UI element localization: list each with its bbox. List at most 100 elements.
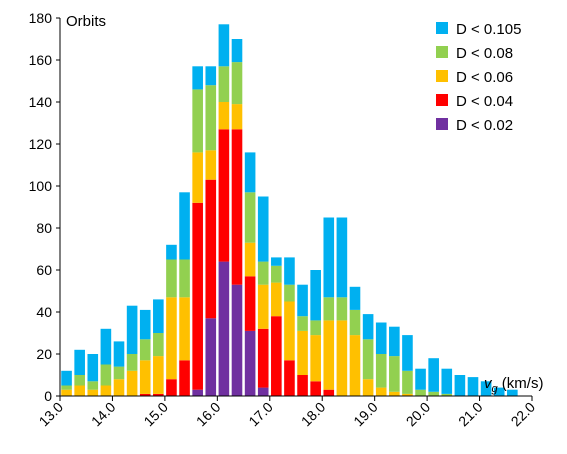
bar-segment-4	[205, 85, 217, 151]
bar-segment-4	[100, 364, 112, 386]
bar-segment-5	[284, 257, 295, 285]
bar-segment-4	[402, 370, 413, 394]
bar-segment-4	[231, 62, 243, 105]
bar-segment-4	[415, 389, 426, 396]
legend-swatch	[436, 118, 448, 130]
bar-segment-2	[179, 360, 190, 396]
bar-segment-3	[310, 335, 321, 382]
bar-segment-4	[218, 66, 230, 102]
bar-segment-4	[389, 356, 400, 392]
bar-segment-3	[205, 150, 217, 180]
x-axis-title: vg (km/s)	[484, 375, 543, 395]
bar-segment-4	[336, 297, 348, 321]
bar-segment-5	[100, 328, 112, 365]
legend-label: D < 0.06	[456, 69, 513, 86]
bar-segment-5	[467, 377, 479, 396]
bar-segment-3	[271, 282, 282, 317]
bar-segment-3	[284, 301, 295, 361]
bar-segment-2	[297, 375, 308, 396]
bar-segment-4	[192, 89, 203, 153]
bar-segment-5	[428, 358, 439, 392]
bar-segment-2	[284, 360, 295, 396]
x-tick-label: 18.0	[298, 399, 329, 430]
y-tick-label: 40	[36, 304, 52, 320]
bar-segment-4	[375, 354, 387, 388]
legend: D < 0.105 D < 0.08 D < 0.06 D < 0.04 D < 0.0…	[436, 21, 521, 134]
bar-segment-4	[297, 316, 308, 331]
bar-segment-4	[310, 320, 321, 336]
bar-segment-5	[113, 341, 125, 367]
legend-swatch	[436, 22, 448, 34]
bar-segment-2	[257, 328, 269, 388]
bar-segment-3	[389, 391, 400, 396]
bar-segment-5	[507, 389, 518, 396]
bar-segment-4	[323, 297, 335, 321]
y-tick-label: 180	[29, 10, 53, 26]
bar-segment-4	[271, 265, 282, 283]
bar-segment-3	[113, 379, 125, 396]
bar-segment-5	[244, 152, 256, 193]
bar-segment-4	[428, 391, 439, 396]
bar-segment-3	[153, 356, 164, 394]
bar-segment-5	[336, 217, 348, 298]
x-tick-label: 21.0	[455, 399, 486, 430]
bar-segment-4	[153, 333, 164, 357]
y-tick-label: 0	[44, 388, 52, 404]
bar-segment-5	[205, 66, 217, 86]
bar-segment-5	[375, 322, 387, 354]
bar-segment-4	[362, 339, 374, 380]
legend-swatch	[436, 70, 448, 82]
bar-segment-5	[323, 217, 335, 298]
bar-segment-3	[126, 370, 138, 396]
legend-swatch	[436, 46, 448, 58]
bar-segment-4	[244, 192, 256, 243]
bar-segment-3	[61, 389, 72, 396]
x-tick-label: 20.0	[403, 399, 434, 430]
bar-segment-4	[61, 385, 72, 390]
bar-segment-3	[362, 379, 374, 396]
bar-segment-5	[87, 354, 99, 382]
bar-segment-1	[231, 284, 243, 396]
bar-segment-5	[126, 305, 138, 354]
bar-segment-1	[205, 318, 217, 396]
bar-segment-5	[297, 284, 308, 317]
bar-segment-3	[402, 393, 413, 396]
bar-segment-5	[441, 368, 453, 394]
bar-segment-5	[310, 270, 321, 321]
bar-segment-3	[100, 385, 112, 396]
bar-segment-3	[257, 284, 269, 329]
bar-segment-2	[310, 381, 321, 396]
x-tick-label: 17.0	[245, 399, 276, 430]
bar-segment-4	[126, 354, 138, 371]
bar-segment-2	[231, 129, 243, 285]
y-tick-label: 140	[29, 94, 53, 110]
bar-segment-2	[271, 316, 282, 396]
bar-segment-5	[179, 192, 190, 260]
y-axis-title: Orbits	[66, 13, 106, 30]
bar-segment-5	[166, 244, 177, 260]
bar-segment-3	[166, 297, 177, 380]
x-tick-label: 22.0	[508, 399, 539, 430]
x-tick-label: 15.0	[140, 399, 171, 430]
bar-segment-3	[297, 330, 308, 375]
bar-segment-1	[257, 387, 269, 396]
x-tick-label: 16.0	[193, 399, 224, 430]
x-tick-label: 14.0	[88, 399, 119, 430]
legend-label: D < 0.105	[456, 21, 521, 38]
bar-segment-2	[139, 393, 151, 396]
y-tick-label: 120	[29, 136, 53, 152]
bar-segment-3	[375, 387, 387, 396]
bar-segment-2	[323, 389, 335, 396]
bar-segment-3	[349, 335, 361, 396]
y-tick-label: 60	[36, 262, 52, 278]
bar-segment-3	[336, 320, 348, 396]
bar-segment-2	[192, 202, 203, 390]
bar-segment-5	[480, 381, 492, 396]
bar-segment-5	[61, 370, 72, 386]
y-tick-label: 80	[36, 220, 52, 236]
bar-segment-5	[389, 326, 400, 357]
bar-segment-3	[244, 242, 256, 277]
bar-segment-4	[349, 309, 361, 336]
